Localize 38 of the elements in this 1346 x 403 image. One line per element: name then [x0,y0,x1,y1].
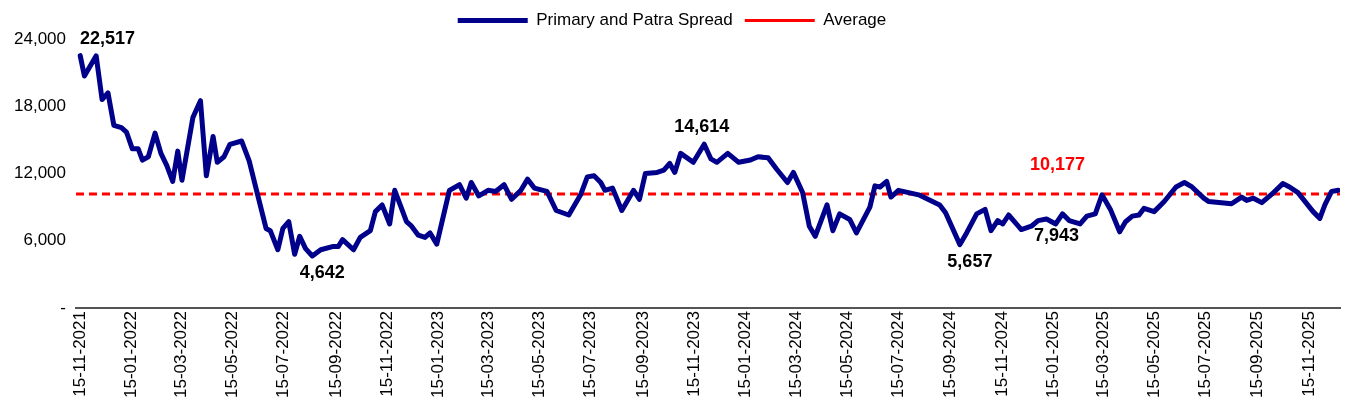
x-tick-label: 15-09-2022 [325,311,345,399]
annotation: 7,943 [1033,224,1080,245]
x-tick-label: 15-11-2023 [683,311,703,397]
x-tick-label: 15-05-2022 [222,311,242,399]
annotation: 4,642 [299,261,345,282]
x-tick-label: 15-01-2024 [735,311,755,399]
x-tick-label: 15-11-2024 [991,311,1011,397]
x-tick-label: 15-01-2025 [1042,311,1062,399]
x-tick-label: 15-03-2022 [170,311,190,399]
x-tick-label: 15-07-2024 [888,311,908,399]
x-tick-label: 15-07-2025 [1195,311,1215,399]
x-tick-label: 15-11-2021 [69,311,89,397]
x-tick-label: 15-09-2024 [940,311,960,399]
x-tick-label: 15-01-2022 [121,311,141,399]
x-tick-label: 15-05-2023 [529,311,549,399]
annotation: 10,177 [1029,153,1085,174]
y-tick-label: - [60,297,66,317]
y-tick-label: 6,000 [23,230,66,250]
x-tick-label: 15-11-2025 [1298,311,1318,397]
legend-label: Average [823,10,887,30]
x-tick-label: 15-01-2023 [428,311,448,399]
annotation: 22,517 [80,27,136,48]
y-tick-label: 12,000 [14,163,66,183]
y-tick-label: 24,000 [14,28,66,48]
x-tick-label: 15-07-2022 [273,311,293,399]
x-tick-label: 15-07-2023 [580,311,600,399]
annotation: 5,657 [947,250,993,271]
x-tick-label: 15-09-2023 [632,311,652,399]
x-tick-label: 15-03-2025 [1092,311,1112,399]
x-tick-label: 15-09-2025 [1247,311,1267,399]
y-tick-label: 18,000 [14,95,66,115]
legend-label: Primary and Patra Spread [536,10,733,30]
x-tick-label: 15-05-2024 [836,311,856,399]
x-tick-label: 15-03-2024 [785,311,805,399]
x-tick-label: 15-03-2023 [477,311,497,399]
annotation: 14,614 [674,116,730,137]
x-tick-label: 15-11-2022 [376,311,396,397]
x-tick-label: 15-05-2025 [1143,311,1163,399]
